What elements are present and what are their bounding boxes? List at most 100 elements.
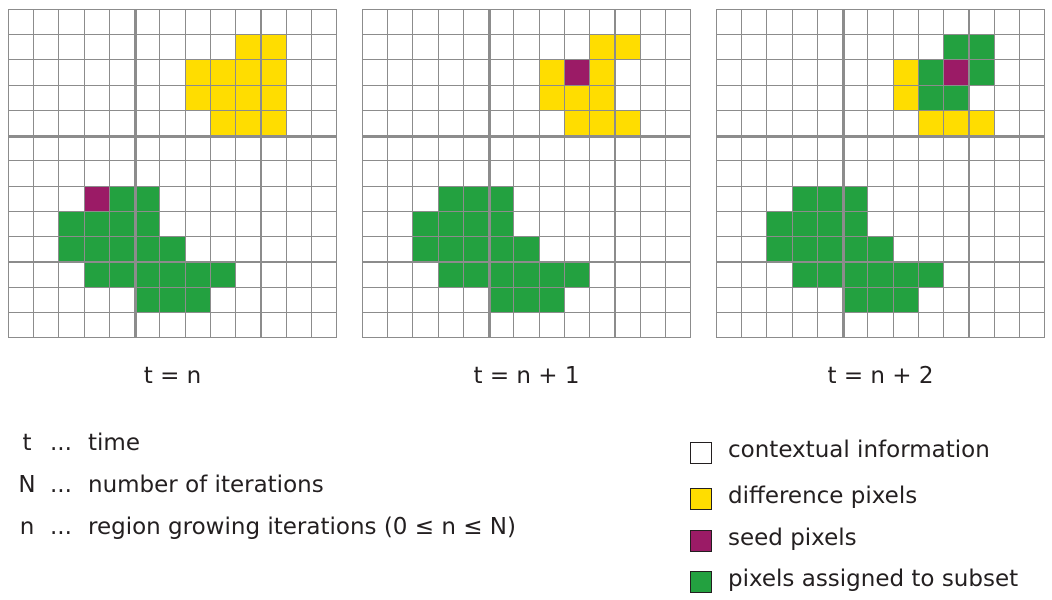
difference-pixel bbox=[185, 85, 211, 111]
context-pixel bbox=[893, 186, 919, 212]
context-pixel bbox=[135, 136, 161, 162]
context-pixel bbox=[236, 10, 262, 36]
subset-pixel bbox=[843, 237, 869, 263]
context-pixel bbox=[665, 10, 691, 36]
context-pixel bbox=[767, 262, 793, 288]
context-pixel bbox=[792, 35, 818, 61]
context-pixel bbox=[109, 35, 136, 61]
context-pixel bbox=[868, 10, 894, 36]
context-pixel bbox=[236, 237, 262, 263]
context-pixel bbox=[59, 312, 85, 338]
context-pixel bbox=[363, 10, 389, 36]
context-pixel bbox=[413, 312, 439, 338]
context-pixel bbox=[564, 35, 591, 61]
difference-pixel bbox=[236, 35, 262, 61]
subset-pixel bbox=[817, 262, 844, 288]
context-pixel bbox=[210, 136, 237, 162]
context-pixel bbox=[185, 10, 211, 36]
subset-pixel bbox=[84, 237, 110, 263]
context-pixel bbox=[34, 262, 60, 288]
context-pixel bbox=[615, 237, 641, 263]
context-pixel bbox=[843, 110, 869, 137]
context-pixel bbox=[109, 85, 136, 111]
context-pixel bbox=[59, 287, 85, 313]
context-pixel bbox=[363, 35, 389, 61]
context-pixel bbox=[792, 312, 818, 338]
context-pixel bbox=[514, 161, 540, 187]
context-pixel bbox=[590, 312, 616, 338]
context-pixel bbox=[564, 312, 591, 338]
context-pixel bbox=[717, 211, 743, 238]
context-pixel bbox=[34, 10, 60, 36]
context-pixel bbox=[994, 60, 1020, 86]
context-pixel bbox=[463, 312, 490, 338]
context-pixel bbox=[665, 35, 691, 61]
context-pixel bbox=[590, 136, 616, 162]
context-pixel bbox=[59, 262, 85, 288]
context-pixel bbox=[792, 161, 818, 187]
context-pixel bbox=[59, 186, 85, 212]
legend-swatch bbox=[690, 530, 712, 552]
difference-pixel bbox=[590, 85, 616, 111]
context-pixel bbox=[564, 161, 591, 187]
context-pixel bbox=[311, 186, 337, 212]
context-pixel bbox=[792, 136, 818, 162]
context-pixel bbox=[514, 85, 540, 111]
subset-pixel bbox=[539, 262, 565, 288]
context-pixel bbox=[665, 237, 691, 263]
context-pixel bbox=[84, 161, 110, 187]
context-pixel bbox=[918, 10, 945, 36]
subset-pixel bbox=[767, 237, 793, 263]
context-pixel bbox=[1019, 211, 1045, 238]
context-pixel bbox=[969, 237, 995, 263]
seed-pixel bbox=[564, 60, 591, 86]
context-pixel bbox=[843, 85, 869, 111]
context-pixel bbox=[34, 85, 60, 111]
context-pixel bbox=[84, 60, 110, 86]
context-pixel bbox=[9, 237, 35, 263]
context-pixel bbox=[210, 161, 237, 187]
context-pixel bbox=[665, 186, 691, 212]
context-pixel bbox=[767, 136, 793, 162]
context-pixel bbox=[160, 211, 186, 238]
context-pixel bbox=[236, 136, 262, 162]
context-pixel bbox=[615, 262, 641, 288]
context-pixel bbox=[843, 161, 869, 187]
context-pixel bbox=[817, 60, 844, 86]
context-pixel bbox=[236, 211, 262, 238]
context-pixel bbox=[363, 287, 389, 313]
context-pixel bbox=[59, 10, 85, 36]
context-pixel bbox=[994, 10, 1020, 36]
context-pixel bbox=[413, 60, 439, 86]
context-pixel bbox=[388, 312, 414, 338]
context-pixel bbox=[539, 136, 565, 162]
subset-pixel bbox=[160, 262, 186, 288]
context-pixel bbox=[717, 237, 743, 263]
subset-pixel bbox=[489, 237, 515, 263]
context-pixel bbox=[9, 262, 35, 288]
context-pixel bbox=[640, 136, 666, 162]
context-pixel bbox=[918, 136, 945, 162]
difference-pixel bbox=[615, 110, 641, 137]
subset-pixel bbox=[59, 211, 85, 238]
subset-pixel bbox=[918, 60, 945, 86]
legend-label: pixels assigned to subset bbox=[728, 566, 1019, 592]
context-pixel bbox=[9, 161, 35, 187]
context-pixel bbox=[514, 312, 540, 338]
context-pixel bbox=[994, 287, 1020, 313]
context-pixel bbox=[742, 161, 768, 187]
context-pixel bbox=[893, 237, 919, 263]
context-pixel bbox=[868, 110, 894, 137]
subset-pixel bbox=[109, 186, 136, 212]
context-pixel bbox=[640, 60, 666, 86]
context-pixel bbox=[9, 85, 35, 111]
context-pixel bbox=[564, 287, 591, 313]
context-pixel bbox=[969, 161, 995, 187]
context-pixel bbox=[286, 110, 312, 137]
context-pixel bbox=[514, 186, 540, 212]
legend-label: difference pixels bbox=[728, 483, 918, 509]
context-pixel bbox=[311, 110, 337, 137]
subset-pixel bbox=[514, 287, 540, 313]
context-pixel bbox=[665, 312, 691, 338]
context-pixel bbox=[9, 186, 35, 212]
